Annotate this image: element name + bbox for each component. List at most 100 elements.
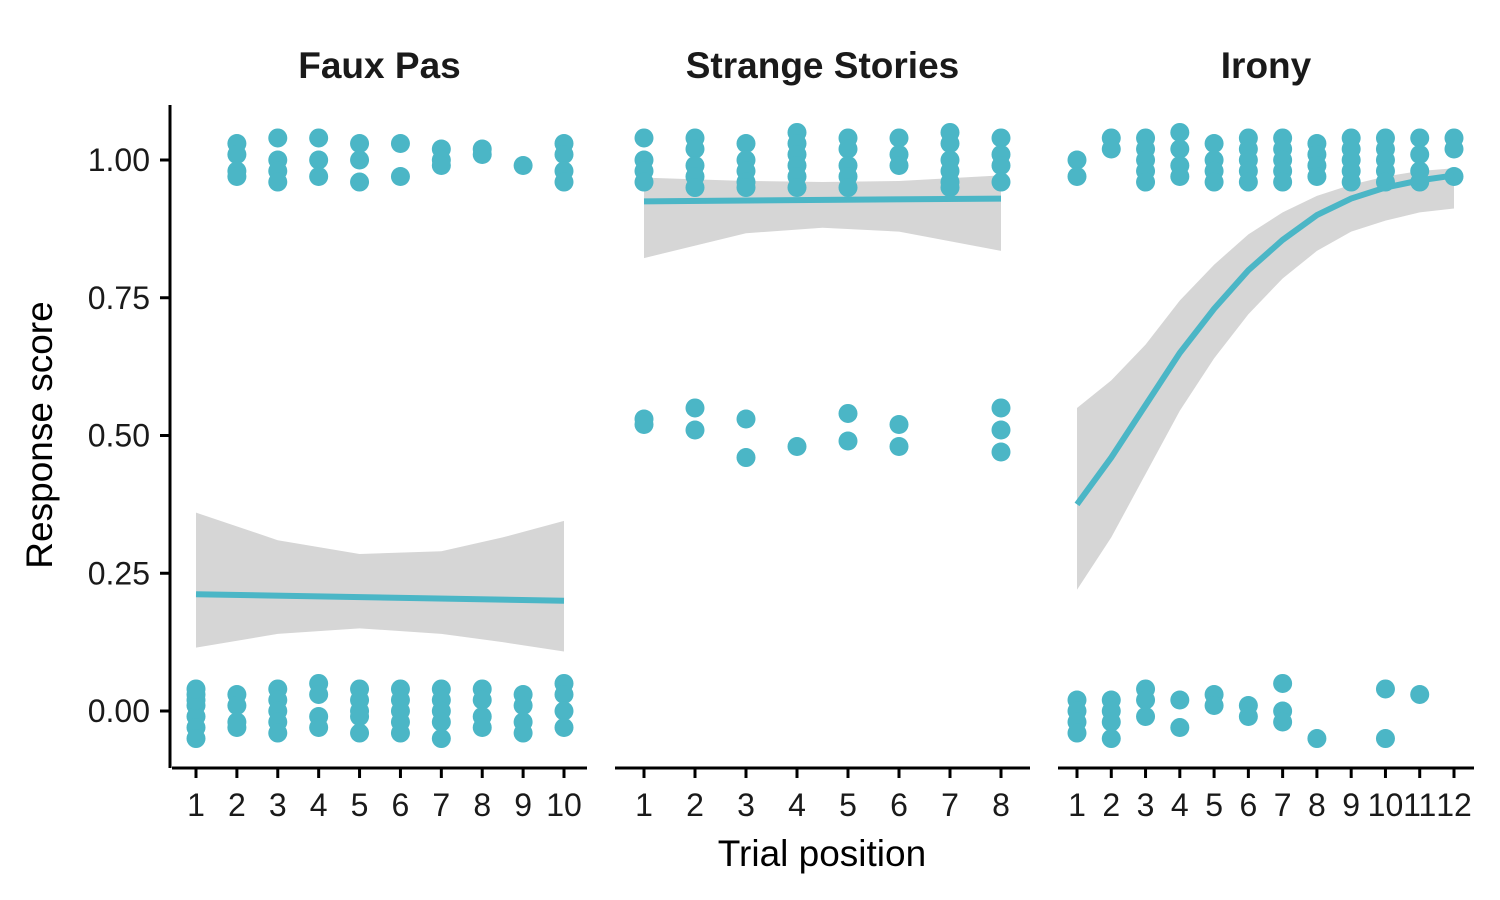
x-tick-label: 2: [228, 787, 246, 823]
data-point: [634, 414, 654, 434]
data-point: [1341, 172, 1361, 192]
data-point: [554, 684, 574, 704]
data-point: [268, 128, 288, 148]
confidence-ribbon: [1077, 168, 1454, 590]
x-tick-label: 1: [635, 787, 653, 823]
facet-faux-pas: Faux Pas 1 2 3 4 5 6 7 8 9 10: [172, 45, 587, 823]
x-tick-label: 4: [310, 787, 328, 823]
y-tick-label: 0.25: [88, 555, 150, 591]
y-tick-label: 0.50: [88, 418, 150, 454]
data-point: [634, 128, 654, 148]
x-tick-label: 8: [992, 787, 1010, 823]
facet-title: Strange Stories: [686, 45, 959, 86]
data-point: [186, 729, 206, 749]
data-point: [431, 156, 451, 176]
data-point: [472, 144, 492, 164]
data-point: [1410, 684, 1430, 704]
data-point: [1170, 139, 1190, 159]
data-point: [1067, 723, 1087, 743]
data-point: [227, 695, 247, 715]
x-tick-label: 8: [473, 787, 491, 823]
data-point: [390, 133, 410, 153]
x-tick-label: 5: [351, 787, 369, 823]
data-point: [685, 139, 705, 159]
fit-line: [195, 591, 565, 604]
data-point: [991, 442, 1011, 462]
data-point: [554, 172, 574, 192]
data-point: [513, 695, 533, 715]
x-tick-label: 9: [1342, 787, 1360, 823]
data-point: [991, 172, 1011, 192]
data-point: [350, 723, 370, 743]
x-tick-label: 1: [187, 787, 205, 823]
data-point: [472, 718, 492, 738]
data-point: [1204, 133, 1224, 153]
facet-title: Faux Pas: [298, 45, 460, 86]
fit-line: [1074, 172, 1455, 507]
confidence-ribbon: [644, 175, 1001, 259]
data-point: [1170, 122, 1190, 142]
x-tick-label: 2: [1102, 787, 1120, 823]
data-point: [889, 414, 909, 434]
data-point: [838, 403, 858, 423]
data-point: [1101, 139, 1121, 159]
data-point: [1375, 679, 1395, 699]
x-tick-label: 10: [546, 787, 582, 823]
data-point: [940, 178, 960, 198]
y-axis: 0.00 0.25 0.50 0.75 1.00: [88, 105, 172, 768]
data-point: [350, 150, 370, 170]
x-tick-label: 7: [1274, 787, 1292, 823]
x-tick-label: 8: [1308, 787, 1326, 823]
data-point: [1136, 707, 1156, 727]
data-point: [787, 178, 807, 198]
x-tick-label: 12: [1436, 787, 1472, 823]
data-point: [736, 409, 756, 429]
data-point: [309, 167, 329, 187]
data-point: [513, 156, 533, 176]
data-point: [1136, 172, 1156, 192]
data-point: [1273, 712, 1293, 732]
x-axis-title: Trial position: [718, 833, 926, 874]
data-point: [390, 167, 410, 187]
data-point: [1410, 128, 1430, 148]
fit-line: [643, 195, 1002, 205]
data-point: [309, 128, 329, 148]
x-tick-label: 7: [432, 787, 450, 823]
data-point: [685, 420, 705, 440]
data-point: [309, 718, 329, 738]
x-tick-label: 3: [1137, 787, 1155, 823]
data-point: [268, 723, 288, 743]
data-point: [940, 133, 960, 153]
x-tick-label: 9: [514, 787, 532, 823]
data-point: [554, 144, 574, 164]
data-point: [1170, 718, 1190, 738]
data-point: [1101, 729, 1121, 749]
data-point: [889, 156, 909, 176]
confidence-ribbon: [196, 512, 564, 652]
data-point: [838, 139, 858, 159]
data-point: [1444, 139, 1464, 159]
data-point: [472, 690, 492, 710]
data-point: [1410, 144, 1430, 164]
x-tick-label: 6: [1239, 787, 1257, 823]
data-point: [227, 167, 247, 187]
x-tick-label: 5: [839, 787, 857, 823]
data-point: [736, 133, 756, 153]
data-point: [685, 178, 705, 198]
y-axis-title: Response score: [19, 301, 60, 568]
x-tick-label: 4: [788, 787, 806, 823]
data-point: [736, 448, 756, 468]
data-point: [431, 729, 451, 749]
data-point: [1204, 172, 1224, 192]
x-tick-label: 6: [890, 787, 908, 823]
x-tick-label: 1: [1068, 787, 1086, 823]
x-tick-label: 6: [392, 787, 410, 823]
data-point: [991, 156, 1011, 176]
data-point: [685, 398, 705, 418]
data-point: [1375, 729, 1395, 749]
facet-strange-stories: Strange Stories 1 2 3 4 5 6 7 8: [615, 45, 1030, 823]
data-point: [1307, 729, 1327, 749]
